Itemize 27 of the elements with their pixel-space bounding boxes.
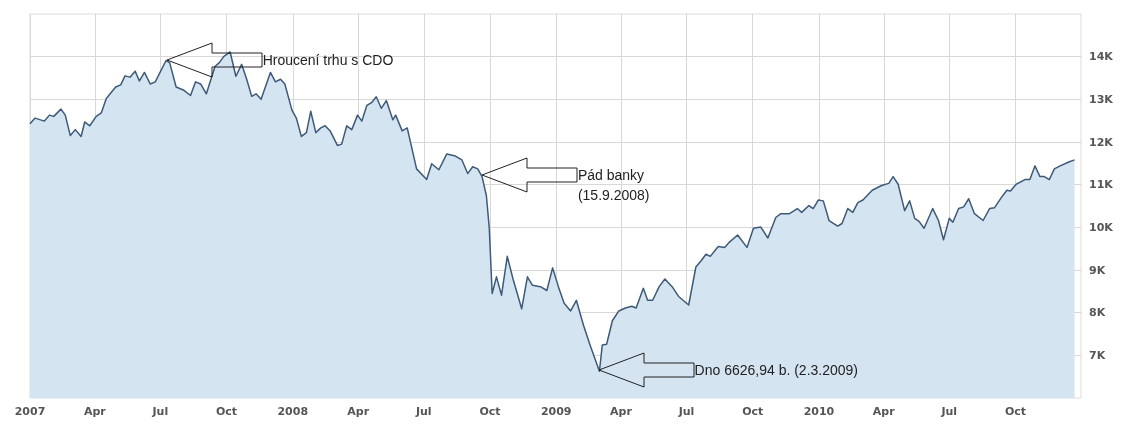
y-tick-label: 7K: [1089, 348, 1106, 362]
x-tick-label: Apr: [872, 405, 896, 418]
y-tick-label: 13K: [1089, 92, 1114, 106]
annotation: Hroucení trhu s CDO: [262, 51, 394, 71]
x-tick-label: Oct: [742, 405, 764, 418]
x-tick-label: 2008: [277, 405, 309, 418]
y-tick-label: 10K: [1089, 220, 1114, 234]
x-tick-label: Apr: [610, 405, 633, 418]
x-tick-label: Jul: [414, 405, 432, 418]
x-tick-label: 2009: [540, 405, 572, 418]
x-tick-label: Oct: [479, 405, 501, 418]
y-tick-label: 9K: [1089, 263, 1106, 277]
x-tick-label: Apr: [83, 405, 107, 418]
x-tick-label: 2010: [803, 405, 835, 418]
y-tick-label: 14K: [1089, 50, 1114, 64]
annotation: Dno 6626,94 b. (2.3.2009): [694, 360, 859, 380]
x-tick-label: Jul: [940, 405, 958, 418]
x-tick-label: 2007: [14, 405, 46, 418]
y-tick-label: 11K: [1089, 178, 1114, 192]
x-tick-label: Apr: [347, 405, 370, 418]
y-tick-label: 8K: [1089, 306, 1106, 320]
annotation: Pád banky (15.9.2008): [577, 166, 650, 206]
x-tick-label: Jul: [677, 405, 695, 418]
x-tick-label: Oct: [1004, 405, 1027, 418]
x-tick-label: Jul: [151, 405, 169, 418]
x-tick-label: Oct: [215, 405, 238, 418]
y-tick-label: 12K: [1089, 135, 1114, 149]
